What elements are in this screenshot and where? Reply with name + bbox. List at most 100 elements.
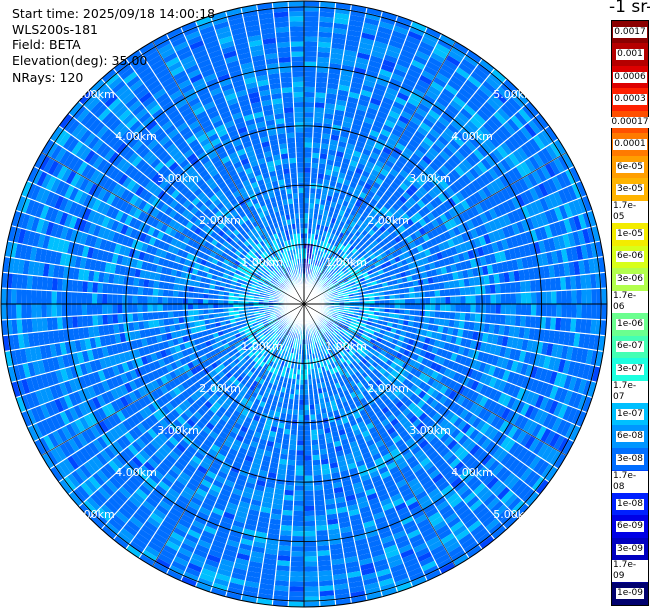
data-gate (454, 150, 466, 163)
data-gate (503, 78, 519, 94)
data-gate (492, 192, 502, 206)
data-gate (471, 179, 482, 192)
data-gate (473, 276, 480, 287)
data-gate (473, 191, 484, 203)
data-gate (326, 280, 332, 285)
data-gate (524, 189, 535, 204)
data-gate (304, 147, 313, 153)
data-gate (308, 213, 314, 219)
data-gate (344, 174, 353, 182)
data-gate (331, 288, 337, 292)
data-gate (329, 57, 343, 65)
data-gate (390, 181, 400, 191)
data-gate (312, 459, 321, 466)
data-gate (371, 147, 382, 156)
data-gate (315, 72, 329, 78)
data-gate (479, 58, 495, 73)
data-gate (404, 269, 412, 277)
data-gate (412, 202, 422, 212)
data-gate (421, 205, 431, 215)
data-gate (438, 258, 446, 268)
data-gate (345, 39, 360, 48)
data-gate (393, 25, 409, 36)
data-gate (466, 99, 480, 113)
data-gate (384, 119, 396, 129)
data-gate (437, 38, 453, 51)
data-gate (339, 272, 345, 278)
data-gate (490, 304, 496, 314)
data-gate (304, 409, 310, 416)
data-gate (435, 153, 447, 165)
data-gate (533, 266, 540, 280)
data-gate (535, 279, 541, 292)
data-gate (497, 215, 507, 228)
data-gate (409, 92, 423, 103)
data-gate (457, 223, 466, 235)
data-gate (405, 124, 417, 135)
data-gate (324, 271, 330, 277)
data-gate (506, 198, 517, 212)
data-gate (391, 30, 408, 40)
data-gate (304, 107, 315, 113)
data-gate (496, 240, 504, 252)
data-gate (471, 132, 485, 146)
data-gate (304, 485, 314, 491)
data-gate (377, 73, 391, 83)
data-gate (446, 103, 460, 116)
data-gate (463, 185, 474, 197)
data-gate (525, 217, 535, 231)
data-gate (315, 82, 328, 88)
data-gate (473, 67, 489, 81)
data-gate (403, 264, 410, 272)
data-gate (527, 172, 538, 188)
data-gate (389, 150, 401, 160)
data-gate (321, 282, 327, 288)
data-gate (383, 54, 399, 64)
data-gate (362, 271, 369, 278)
data-gate (367, 243, 375, 250)
data-gate (379, 295, 385, 300)
data-gate (488, 274, 495, 285)
data-gate (400, 110, 413, 121)
data-gate (311, 223, 317, 230)
data-gate (402, 191, 412, 201)
data-gate (504, 138, 517, 153)
data-gate (430, 237, 438, 247)
data-gate (285, 479, 295, 486)
data-gate (398, 54, 413, 65)
data-gate (489, 253, 497, 265)
data-gate (410, 115, 423, 127)
data-gate (481, 185, 493, 198)
data-gate (515, 163, 527, 178)
data-gate (419, 250, 427, 259)
data-gate (531, 116, 545, 132)
data-gate (384, 189, 393, 198)
data-gate (311, 152, 320, 159)
data-gate (524, 230, 534, 244)
data-gate (334, 273, 340, 279)
data-gate (318, 443, 327, 450)
data-gate (453, 180, 464, 192)
data-gate (420, 98, 434, 110)
data-gate (468, 277, 475, 287)
data-gate (336, 255, 343, 261)
data-gate (458, 62, 474, 76)
data-gate (384, 299, 390, 304)
data-gate (450, 168, 461, 181)
data-gate (351, 76, 365, 85)
data-gate (328, 144, 338, 151)
data-gate (452, 254, 461, 264)
data-gate (568, 200, 578, 217)
data-gate (467, 75, 482, 89)
data-gate (363, 17, 380, 26)
data-gate (304, 414, 311, 421)
data-gate (582, 195, 593, 212)
data-gate (546, 304, 552, 317)
data-gate (333, 282, 339, 287)
data-gate (539, 211, 549, 226)
data-gate (314, 494, 325, 501)
data-gate (558, 262, 566, 278)
data-gate (457, 146, 470, 159)
data-gate (512, 149, 525, 164)
data-gate (414, 189, 425, 200)
